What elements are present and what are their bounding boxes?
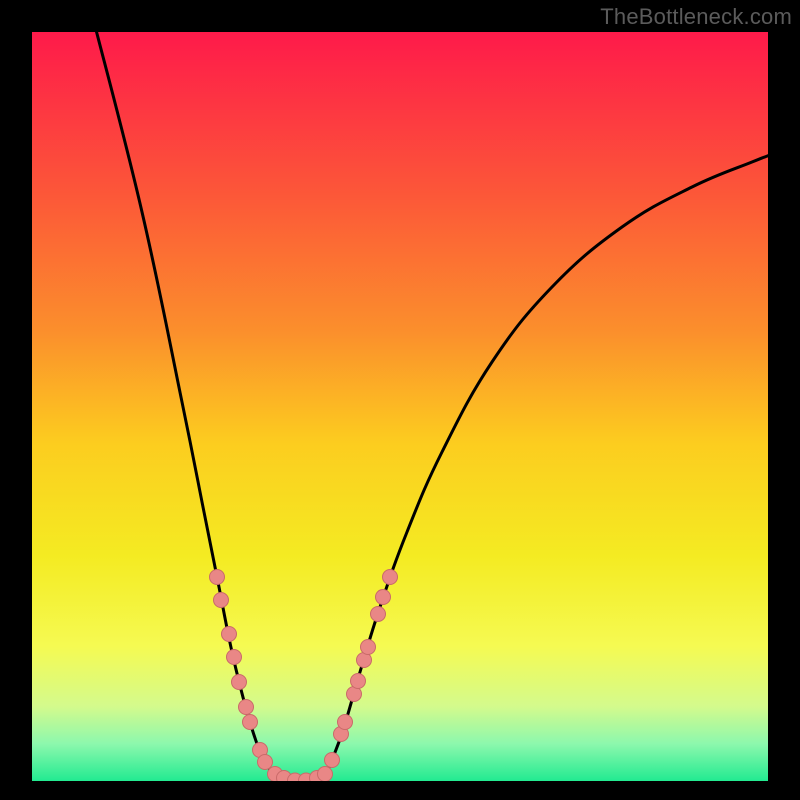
scatter-marker (376, 590, 391, 605)
scatter-marker (222, 627, 237, 642)
scatter-markers-group (210, 570, 398, 782)
scatter-marker (351, 674, 366, 689)
scatter-marker (338, 715, 353, 730)
scatter-marker (210, 570, 225, 585)
scatter-marker (214, 593, 229, 608)
scatter-marker (318, 767, 333, 782)
scatter-marker (243, 715, 258, 730)
plot-area (32, 32, 768, 781)
watermark-text: TheBottleneck.com (600, 4, 792, 30)
scatter-marker (325, 753, 340, 768)
chart-frame: TheBottleneck.com (0, 0, 800, 800)
scatter-marker (361, 640, 376, 655)
scatter-marker (258, 755, 273, 770)
scatter-marker (371, 607, 386, 622)
scatter-marker (227, 650, 242, 665)
scatter-marker (232, 675, 247, 690)
scatter-marker (239, 700, 254, 715)
overlay-svg (32, 32, 768, 781)
bottleneck-v-curve (94, 32, 768, 781)
scatter-marker (383, 570, 398, 585)
